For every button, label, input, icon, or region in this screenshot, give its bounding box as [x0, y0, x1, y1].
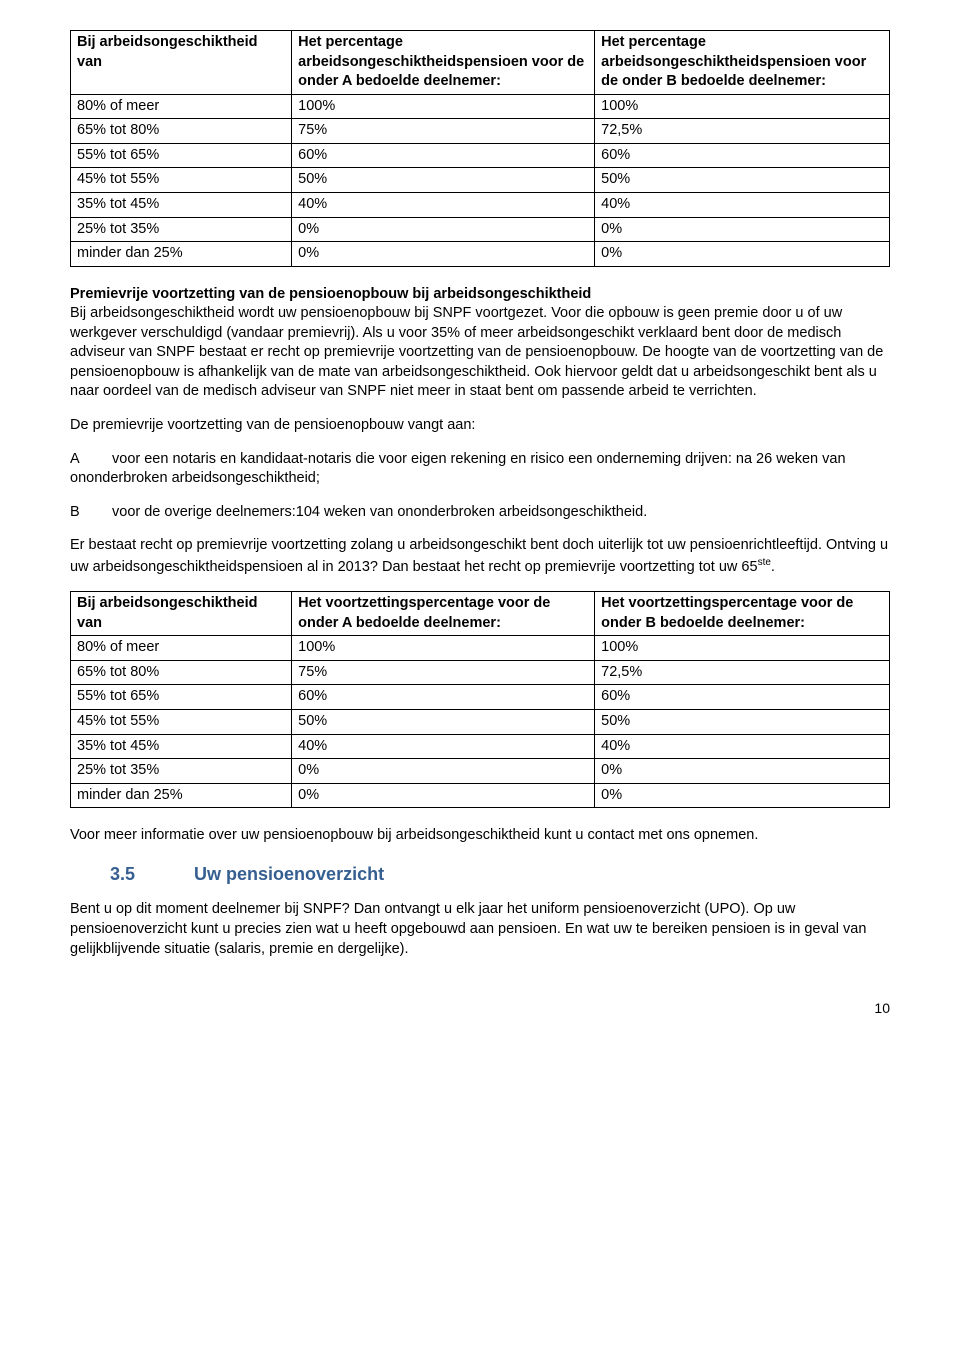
- table-cell: 40%: [292, 734, 595, 759]
- table-row: 80% of meer100%100%: [71, 636, 890, 661]
- table-row: 55% tot 65%60%60%: [71, 143, 890, 168]
- table-row: 80% of meer100%100%: [71, 94, 890, 119]
- body-text: Bij arbeidsongeschiktheid wordt uw pensi…: [70, 305, 883, 399]
- table-cell: 35% tot 45%: [71, 192, 292, 217]
- table-row: minder dan 25%0%0%: [71, 783, 890, 808]
- table-cell: 45% tot 55%: [71, 168, 292, 193]
- table-cell: 80% of meer: [71, 636, 292, 661]
- table-cell: 100%: [595, 636, 890, 661]
- table-cell: 100%: [292, 94, 595, 119]
- table-cell: 0%: [595, 783, 890, 808]
- section-heading: 3.5 Uw pensioenoverzicht: [110, 862, 890, 887]
- body-text: Bent u op dit moment deelnemer bij SNPF?…: [70, 900, 890, 959]
- table-header: Het voortzettingspercentage voor de onde…: [292, 592, 595, 636]
- pension-percentage-table: Bij arbeidsongeschiktheid van Het percen…: [70, 30, 890, 267]
- table-cell: 72,5%: [595, 660, 890, 685]
- table-cell: 25% tot 35%: [71, 217, 292, 242]
- table-cell: 0%: [595, 242, 890, 267]
- table-cell: 40%: [595, 734, 890, 759]
- body-text: Voor meer informatie over uw pensioenopb…: [70, 826, 890, 846]
- table-cell: 25% tot 35%: [71, 759, 292, 784]
- body-text: voor een notaris en kandidaat-notaris di…: [70, 451, 846, 487]
- table-cell: 0%: [595, 217, 890, 242]
- table-cell: 35% tot 45%: [71, 734, 292, 759]
- table-header: Het percentage arbeidsongeschiktheidspen…: [292, 31, 595, 95]
- table-cell: 60%: [292, 143, 595, 168]
- table-row: 45% tot 55%50%50%: [71, 710, 890, 735]
- list-label: B: [70, 503, 112, 523]
- subheading-paragraph: Premievrije voortzetting van de pensioen…: [70, 285, 890, 402]
- table-cell: 50%: [292, 710, 595, 735]
- section-title: Uw pensioenoverzicht: [194, 864, 384, 884]
- table-cell: 0%: [292, 759, 595, 784]
- table-header: Het percentage arbeidsongeschiktheidspen…: [595, 31, 890, 95]
- table-row: 35% tot 45%40%40%: [71, 734, 890, 759]
- table-cell: 65% tot 80%: [71, 119, 292, 144]
- table-cell: 65% tot 80%: [71, 660, 292, 685]
- table-cell: 60%: [595, 685, 890, 710]
- table-cell: minder dan 25%: [71, 242, 292, 267]
- table-cell: 60%: [292, 685, 595, 710]
- table-row: 45% tot 55%50%50%: [71, 168, 890, 193]
- table-cell: 40%: [292, 192, 595, 217]
- table-cell: 0%: [292, 242, 595, 267]
- table-cell: 0%: [595, 759, 890, 784]
- table-cell: minder dan 25%: [71, 783, 292, 808]
- table-cell: 50%: [595, 168, 890, 193]
- table-cell: 60%: [595, 143, 890, 168]
- subheading: Premievrije voortzetting van de pensioen…: [70, 286, 591, 302]
- table-row: 65% tot 80%75%72,5%: [71, 660, 890, 685]
- table-row: minder dan 25%0%0%: [71, 242, 890, 267]
- body-text: voor de overige deelnemers:104 weken van…: [112, 504, 647, 520]
- table-cell: 75%: [292, 660, 595, 685]
- table-header: Het voortzettingspercentage voor de onde…: [595, 592, 890, 636]
- continuation-percentage-table: Bij arbeidsongeschiktheid van Het voortz…: [70, 591, 890, 808]
- section-number: 3.5: [110, 862, 190, 886]
- table-cell: 100%: [292, 636, 595, 661]
- list-label: A: [70, 450, 112, 470]
- table-cell: 80% of meer: [71, 94, 292, 119]
- body-text: Er bestaat recht op premievrije voortzet…: [70, 536, 890, 577]
- table-row: 25% tot 35%0%0%: [71, 217, 890, 242]
- table-cell: 55% tot 65%: [71, 143, 292, 168]
- list-item-a: Avoor een notaris en kandidaat-notaris d…: [70, 450, 890, 489]
- table-cell: 50%: [292, 168, 595, 193]
- table-row: 55% tot 65%60%60%: [71, 685, 890, 710]
- table-header: Bij arbeidsongeschiktheid van: [71, 592, 292, 636]
- body-text: De premievrije voortzetting van de pensi…: [70, 416, 890, 436]
- page-number: 10: [70, 999, 890, 1018]
- table-cell: 72,5%: [595, 119, 890, 144]
- table-cell: 75%: [292, 119, 595, 144]
- table-cell: 40%: [595, 192, 890, 217]
- superscript: ste: [758, 557, 771, 568]
- table-cell: 100%: [595, 94, 890, 119]
- table-cell: 55% tot 65%: [71, 685, 292, 710]
- table-header: Bij arbeidsongeschiktheid van: [71, 31, 292, 95]
- table-cell: 0%: [292, 783, 595, 808]
- table-cell: 50%: [595, 710, 890, 735]
- table-row: 35% tot 45%40%40%: [71, 192, 890, 217]
- table-cell: 45% tot 55%: [71, 710, 292, 735]
- table-row: 25% tot 35%0%0%: [71, 759, 890, 784]
- table-row: 65% tot 80%75%72,5%: [71, 119, 890, 144]
- list-item-b: Bvoor de overige deelnemers:104 weken va…: [70, 503, 890, 523]
- table-cell: 0%: [292, 217, 595, 242]
